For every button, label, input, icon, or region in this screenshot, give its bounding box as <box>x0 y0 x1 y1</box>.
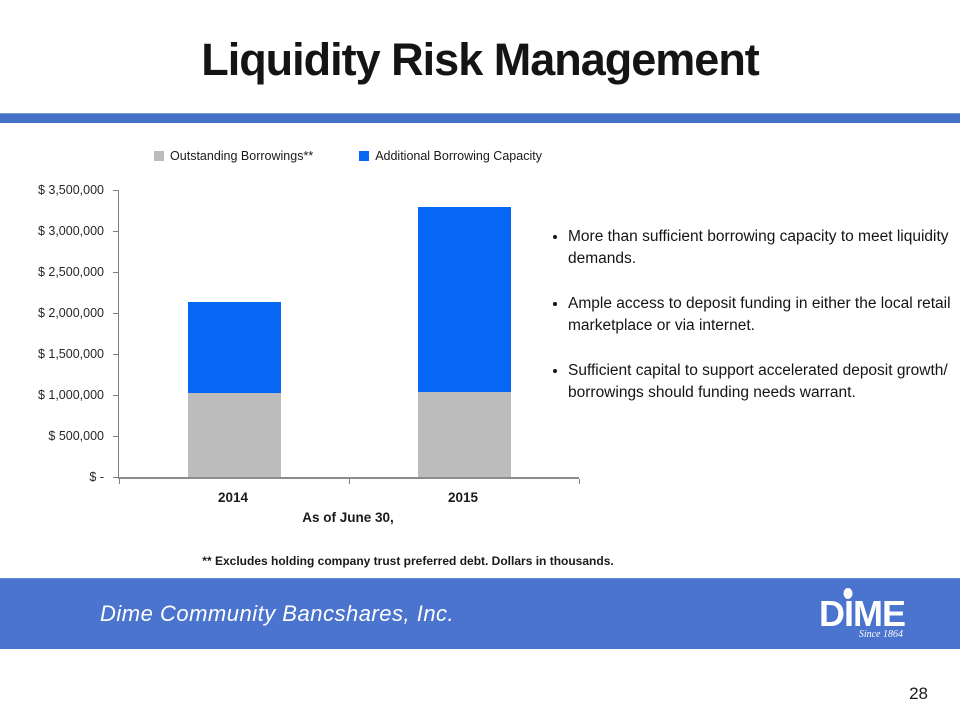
y-axis-tick-label: $ 3,000,000 <box>37 224 104 238</box>
y-axis-tick-label: $ 500,000 <box>48 429 104 443</box>
legend-item-outstanding-borrowings: Outstanding Borrowings** <box>154 149 313 163</box>
dime-logo-letters: ME <box>853 593 906 634</box>
y-axis-tick-label: $ 1,500,000 <box>37 347 104 361</box>
y-axis-tick-mark <box>113 354 118 355</box>
bullet-item: More than sufficient borrowing capacity … <box>568 226 960 270</box>
x-axis-tick-mark <box>578 479 580 484</box>
dime-logo: D IME Since 1864 <box>795 587 906 640</box>
bar-group-2015 <box>417 190 511 477</box>
y-axis-tick-label: $ 2,500,000 <box>37 265 104 279</box>
y-axis-tick-label: $ 2,000,000 <box>37 306 104 320</box>
page-number: 28 <box>909 684 928 703</box>
y-axis-tick-mark <box>113 231 118 232</box>
bar-chart-plot-area <box>113 190 580 484</box>
y-axis-tick-label: $ 3,500,000 <box>37 183 104 197</box>
dime-logo-letter-i: I <box>843 588 854 632</box>
footer-band: Dime Community Bancshares, Inc. D IME Sin… <box>0 578 960 649</box>
x-axis-tick-mark <box>118 479 120 484</box>
bullet-item: Ample access to deposit funding in eithe… <box>568 293 960 337</box>
legend-label: Additional Borrowing Capacity <box>375 149 542 163</box>
y-axis-tick-mark <box>113 395 118 396</box>
title-divider-bar <box>0 113 960 123</box>
bullet-list: More than sufficient borrowing capacity … <box>548 226 960 427</box>
chart-legend: Outstanding Borrowings** Additional Borr… <box>118 149 578 163</box>
y-axis-tick-mark <box>113 190 118 191</box>
x-axis-tick-label: 2015 <box>447 490 479 505</box>
chart-footnote: ** Excludes holding company trust prefer… <box>202 554 614 568</box>
bar-group-2014 <box>187 190 281 477</box>
legend-swatch-blue <box>359 151 370 161</box>
y-axis: $ 3,500,000 $ 3,000,000 $ 2,500,000 $ 2,000… <box>0 183 110 484</box>
x-axis-tick-mark <box>348 479 350 484</box>
y-axis-tick-label: $ 1,000,000 <box>37 388 104 402</box>
y-axis-tick-mark <box>113 436 118 437</box>
bullet-item: Sufficient capital to support accelerate… <box>568 360 960 404</box>
bar-segment-2015 <box>417 207 511 392</box>
x-axis-title: As of June 30, <box>302 510 394 525</box>
dime-logo-dot-icon <box>843 588 853 599</box>
dime-logo-letter: D <box>818 593 845 634</box>
y-axis-tick-label: $ - <box>89 470 104 484</box>
legend-swatch-gray <box>154 151 165 161</box>
y-axis-tick-mark <box>113 477 118 478</box>
x-axis-tick-label: 2014 <box>217 490 249 505</box>
y-axis-tick-mark <box>113 272 118 273</box>
company-name: Dime Community Bancshares, Inc. <box>100 601 455 626</box>
x-axis: 2014 2015 <box>118 490 578 510</box>
dime-logo-wordmark: D IME <box>818 587 906 634</box>
page-title: Liquidity Risk Management <box>201 34 760 85</box>
bar-segment-2014 <box>187 393 281 477</box>
bar-segment-2014 <box>187 301 281 394</box>
legend-item-additional-capacity: Additional Borrowing Capacity <box>359 149 542 163</box>
legend-label: Outstanding Borrowings** <box>170 149 314 163</box>
y-axis-tick-mark <box>113 313 118 314</box>
dime-logo-tagline: Since 1864 <box>858 629 903 640</box>
bar-segment-2015 <box>417 391 511 477</box>
